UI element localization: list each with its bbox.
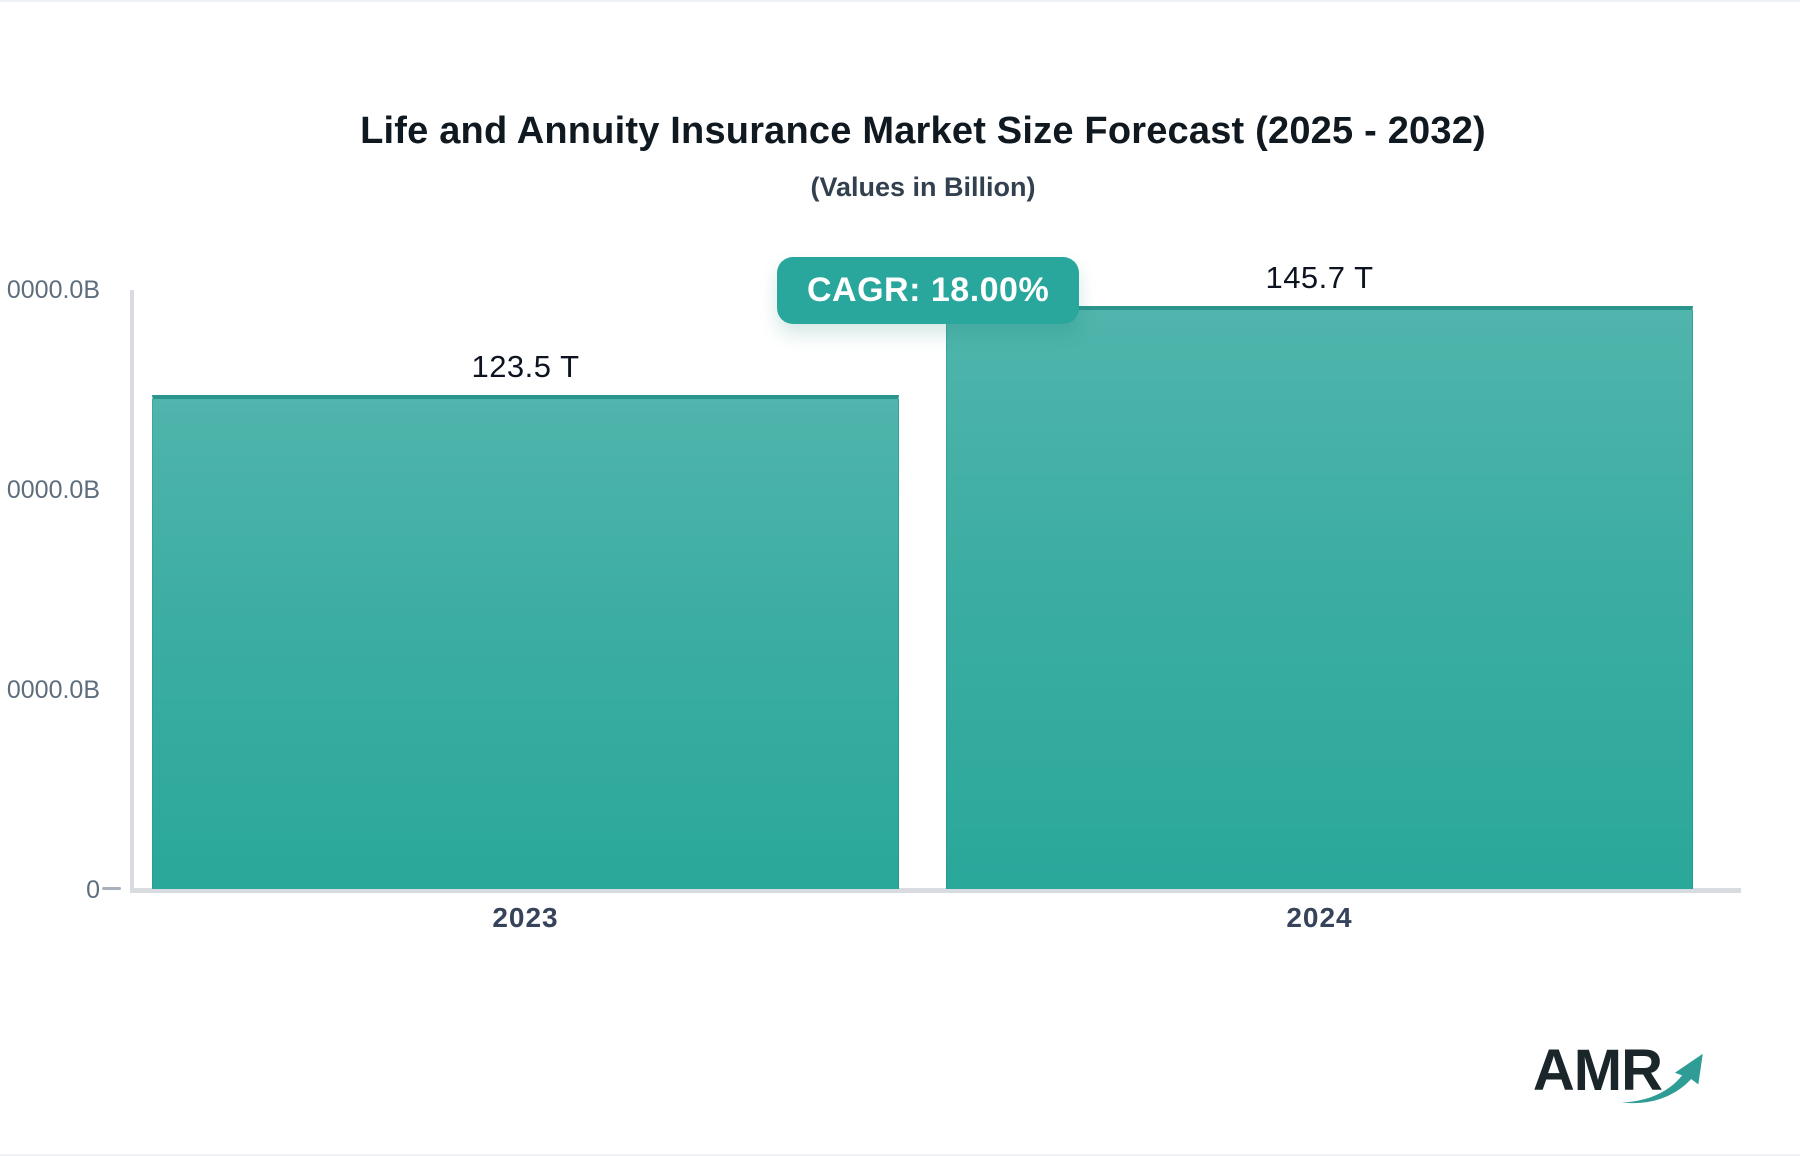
cagr-badge-label: CAGR: 18.00% <box>807 271 1050 309</box>
y-tick-label: 0000.0B <box>6 276 100 304</box>
y-tick-label: 0000.0B <box>6 676 100 704</box>
trend-up-arrow-icon <box>1621 1053 1703 1103</box>
x-axis-line <box>130 888 1741 893</box>
chart-subtitle: (Values in Billion) <box>810 172 1036 202</box>
y-axis-line <box>130 290 134 890</box>
amr-logo-text: AMR <box>1532 1038 1663 1103</box>
bar-2023 <box>152 395 899 889</box>
chart-title: Life and Annuity Insurance Market Size F… <box>360 110 1486 152</box>
x-tick-label-2023: 2023 <box>492 902 559 933</box>
y-tick-label: 0000.0B <box>6 476 100 504</box>
bar-2024 <box>946 306 1693 889</box>
y-tick-label: 0 <box>86 876 100 904</box>
cagr-badge: CAGR: 18.00% <box>777 257 1080 324</box>
amr-logo: AMR <box>1533 1037 1710 1104</box>
zero-tick-dash <box>102 887 121 890</box>
bar-value-label: 123.5 T <box>471 349 580 384</box>
bar-value-label: 145.7 T <box>1265 260 1374 295</box>
x-tick-label-2024: 2024 <box>1286 902 1353 933</box>
